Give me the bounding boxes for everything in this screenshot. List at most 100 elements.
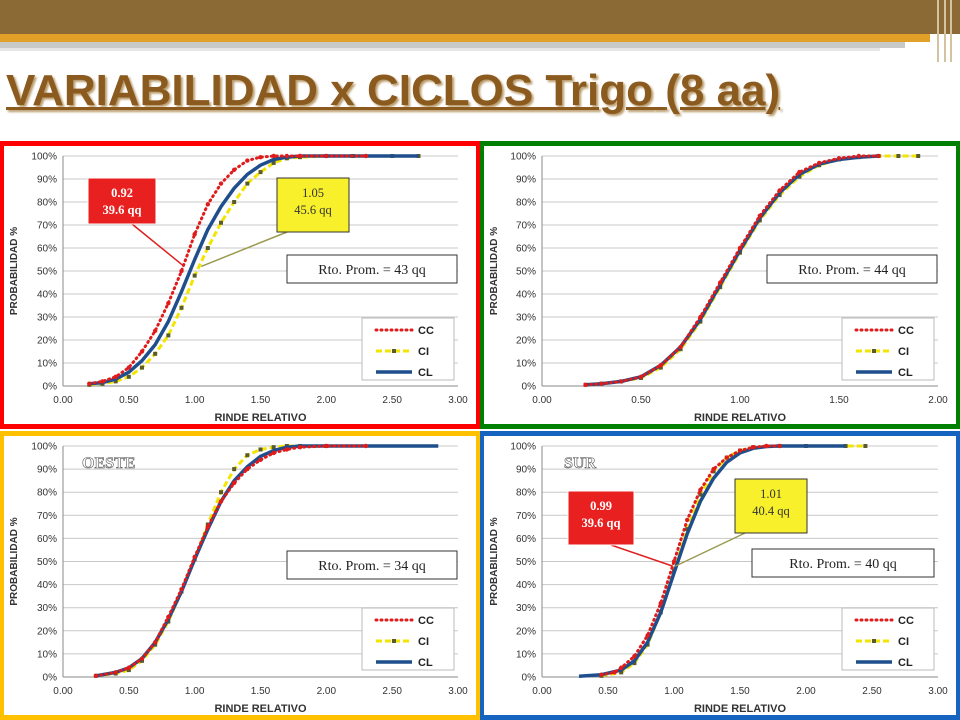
y-tick-label: 90%: [516, 175, 536, 186]
series-cc-point: [152, 640, 158, 645]
series-cc-point: [179, 587, 184, 592]
series-cc-point: [599, 381, 604, 386]
callout-text: 0.92: [111, 186, 133, 200]
series-cc-point: [698, 487, 703, 493]
callout-text: 39.6 qq: [582, 516, 621, 530]
callout-text: 1.01: [760, 487, 782, 501]
series-cc-point: [192, 232, 197, 237]
series-ci-point: [916, 154, 921, 158]
series-cc-point: [245, 158, 250, 163]
average-label-box: [766, 254, 938, 284]
series-cc-point: [297, 444, 303, 450]
series-cc-point: [856, 153, 861, 159]
legend-label-ci: CI: [898, 636, 909, 648]
average-label-box: [751, 548, 935, 578]
y-tick-label: 20%: [37, 626, 57, 637]
series-cc-point: [152, 328, 158, 333]
series-cc-point: [876, 153, 881, 159]
plot-area-background: [4, 146, 476, 424]
y-tick-label: 30%: [37, 603, 57, 614]
series-ci-point: [685, 527, 690, 532]
series-cc-point: [363, 443, 369, 449]
slide-title-years: (8 aa): [665, 66, 781, 115]
chart-legend: CC CI CL: [361, 607, 455, 671]
y-axis-label: PROBABILIDAD %: [9, 517, 20, 605]
series-cc-point: [797, 169, 802, 175]
header-stripe-gray: [0, 42, 905, 48]
y-tick-label: 0%: [43, 382, 58, 393]
legend-marker-ci: [872, 639, 876, 643]
series-cc-point: [166, 614, 171, 620]
series-cc-point: [126, 665, 132, 670]
callout-box: [734, 478, 808, 534]
series-cc-point: [777, 443, 782, 449]
y-tick-label: 50%: [516, 267, 536, 278]
chart-panel-oeste: 0% 10% 20% 30% 40% 50% 60% 70% 80% 90% 100% 0.00 0.5…: [0, 431, 480, 720]
series-cc-point: [638, 374, 644, 379]
series-ci-point: [632, 661, 637, 666]
header-bar: [0, 0, 960, 34]
chart-legend: CC CI CL: [841, 607, 935, 671]
legend-label-cl: CL: [418, 367, 433, 379]
series-cc-line: [584, 154, 881, 387]
series-cc-point: [258, 154, 263, 160]
y-tick-label: 20%: [516, 336, 536, 347]
y-tick-label: 40%: [37, 290, 57, 301]
x-tick-label: 3.00: [448, 686, 468, 697]
x-tick-label: 1.50: [251, 395, 271, 406]
y-tick-label: 10%: [516, 649, 536, 660]
chart-svg: 0% 10% 20% 30% 40% 50% 60% 70% 80% 90% 100% 0.00 0.5…: [0, 431, 480, 720]
series-cc-point: [271, 153, 276, 159]
callout-text: 39.6 qq: [103, 203, 142, 217]
series-cc-point: [231, 167, 237, 172]
series-ci-point: [140, 365, 144, 370]
series-cc-point: [284, 153, 290, 159]
y-tick-label: 40%: [516, 290, 536, 301]
callout-text: 1.05: [302, 186, 324, 200]
series-cc-point: [764, 443, 769, 449]
y-tick-label: 90%: [37, 465, 57, 476]
series-cc-point: [324, 153, 329, 159]
series-cc-point: [817, 160, 822, 166]
series-cc-point: [836, 156, 842, 161]
average-label-text: Rto. Prom. = 44 qq: [798, 263, 905, 278]
x-tick-label: 3.00: [928, 686, 948, 697]
legend-label-ci: CI: [418, 636, 429, 648]
x-tick-label: 0.00: [532, 686, 552, 697]
series-ci-point: [863, 444, 868, 448]
legend-marker-ci: [392, 349, 396, 353]
chart-panel-sur: 0% 10% 20% 30% 40% 50% 60% 70% 80% 90% 100% 0.00 0.5…: [480, 431, 960, 720]
legend-box: [361, 317, 455, 381]
series-ci-point: [126, 374, 131, 379]
average-label-box: [286, 254, 458, 284]
x-tick-label: 0.50: [631, 395, 651, 406]
y-tick-label: 20%: [37, 336, 57, 347]
x-tick-label: 2.50: [862, 686, 882, 697]
series-cc-point: [718, 280, 723, 285]
series-ci-point: [219, 220, 223, 225]
series-ci-point: [166, 333, 171, 338]
x-tick-label: 0.00: [53, 686, 73, 697]
y-tick-label: 70%: [37, 511, 57, 522]
y-tick-label: 100%: [510, 442, 536, 453]
series-ci-point: [232, 200, 237, 204]
series-ci-point: [153, 351, 158, 356]
legend-label-ci: CI: [418, 346, 429, 358]
slide-title: VARIABILIDAD x CICLOS Trigo (8 aa): [6, 66, 780, 116]
legend-label-cc: CC: [418, 615, 434, 627]
legend-box: [841, 317, 935, 381]
series-ci-point: [258, 447, 263, 452]
y-tick-label: 100%: [31, 152, 57, 163]
series-ci-point: [658, 365, 663, 370]
series-cc-point: [93, 673, 99, 679]
y-tick-label: 10%: [516, 359, 536, 370]
y-tick-label: 90%: [516, 465, 536, 476]
series-cc-point: [100, 379, 105, 384]
x-tick-label: 2.00: [928, 395, 948, 406]
series-cc-point: [751, 444, 756, 450]
chart-legend: CC CI CL: [361, 317, 455, 381]
header-stripe-orange: [0, 34, 930, 42]
x-tick-label: 1.00: [730, 395, 750, 406]
y-axis-label: PROBABILIDAD %: [489, 227, 500, 315]
callout-leader: [674, 532, 746, 567]
